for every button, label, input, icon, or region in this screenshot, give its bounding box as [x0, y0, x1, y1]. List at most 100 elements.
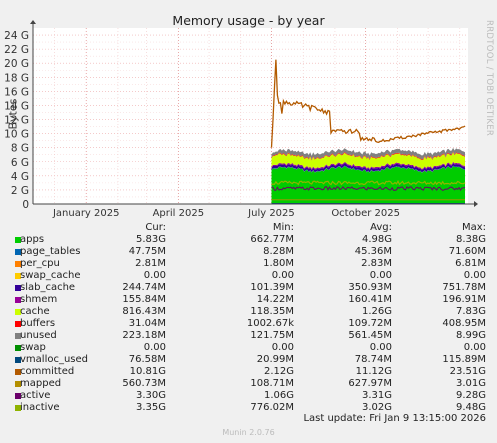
legend-cur: 816.43M: [122, 306, 166, 317]
legend-swatch: [15, 369, 21, 375]
legend-max: 71.60M: [448, 246, 486, 257]
legend-swatch: [15, 297, 21, 303]
legend-name: inactive: [20, 402, 60, 413]
legend-swatch: [15, 405, 21, 411]
legend-max: 408.95M: [442, 318, 486, 329]
legend-min: 776.02M: [250, 402, 294, 413]
legend-cur: 3.35G: [135, 402, 166, 413]
legend-cur: 223.18M: [122, 330, 166, 341]
legend-cur: 47.75M: [128, 246, 166, 257]
y-tick-labels: 0 2 G 4 G 6 G 8 G 10 G 12 G 14 G 16 G 18 G 20 G 22 …: [4, 30, 29, 211]
x-tick-label: April 2025: [153, 208, 204, 219]
legend-cur: 3.30G: [135, 390, 166, 401]
legend-avg: 0.00: [369, 342, 392, 353]
y-tick-label: 24 G: [4, 30, 29, 42]
legend-cur: 155.84M: [122, 294, 166, 305]
y-axis-arrow: [30, 20, 36, 24]
chart-title: Memory usage - by year: [172, 13, 325, 28]
legend-row: vmalloc_used 76.58M 20.99M 78.74M 115.89M: [12, 354, 492, 366]
legend-min: 8.28M: [263, 246, 294, 257]
legend-max: 6.81M: [455, 258, 486, 269]
grid-lines: [33, 28, 468, 204]
legend-row: inactive 3.35G 776.02M 3.02G 9.48G: [12, 402, 492, 414]
legend-header-max: Max:: [461, 222, 486, 233]
x-axis-arrow: [474, 201, 478, 207]
legend-name: mapped: [20, 378, 62, 389]
rrdtool-watermark: RRDTOOL / TOBI OETIKER: [484, 20, 494, 137]
legend-swatch: [15, 285, 21, 291]
y-tick-label: 0: [22, 199, 29, 211]
legend-max: 9.28G: [455, 390, 486, 401]
legend-avg: 78.74M: [354, 354, 392, 365]
legend-avg: 160.41M: [348, 294, 392, 305]
legend-row: mapped 560.73M 108.71M 627.97M 3.01G: [12, 378, 492, 390]
legend-cur: 0.00: [143, 342, 166, 353]
area-slab_cache: [271, 163, 465, 173]
legend-name: vmalloc_used: [20, 354, 89, 365]
line-committed: [270, 59, 466, 148]
legend-name: slab_cache: [20, 282, 76, 293]
memory-chart: 0 2 G 4 G 6 G 8 G 10 G 12 G 14 G 16 G 18 G 20 G 22 …: [4, 20, 478, 219]
legend-name: active: [20, 390, 51, 401]
legend-table: Cur: Min: Avg: Max: apps 5.83G 662.77M 4.98…: [12, 222, 492, 414]
x-tick-labels: January 2025 April 2025 July 2025 October 2…: [52, 208, 400, 219]
legend-name: shmem: [20, 294, 58, 305]
legend-row: committed 10.81G 2.12G 11.12G 23.51G: [12, 366, 492, 378]
legend-row: shmem 155.84M 14.22M 160.41M 196.91M: [12, 294, 492, 306]
legend-max: 7.83G: [455, 306, 486, 317]
y-tick-label: 4 G: [11, 171, 29, 183]
x-tick-label: July 2025: [247, 208, 295, 219]
legend-row: apps 5.83G 662.77M 4.98G 8.38G: [12, 234, 492, 246]
legend-min: 101.39M: [250, 282, 294, 293]
legend-avg: 2.83M: [361, 258, 392, 269]
area-shmem: [271, 161, 465, 171]
legend-row: buffers 31.04M 1002.67k 109.72M 408.95M: [12, 318, 492, 330]
legend-header-cur: Cur:: [145, 222, 166, 233]
legend-avg: 627.97M: [348, 378, 392, 389]
legend-cur: 0.00: [143, 270, 166, 281]
legend-swatch: [15, 333, 21, 339]
legend-row: swap_cache 0.00 0.00 0.00 0.00: [12, 270, 492, 282]
legend-cur: 76.58M: [128, 354, 166, 365]
legend-cur: 244.74M: [122, 282, 166, 293]
area-apps: [271, 166, 465, 204]
legend-min: 2.12G: [263, 366, 294, 377]
line-active: [271, 185, 466, 192]
munin-version: Munin 2.0.76: [222, 428, 275, 437]
legend-swatch: [15, 237, 21, 243]
legend-swatch: [15, 357, 21, 363]
legend-cur: 10.81G: [129, 366, 166, 377]
legend-row: active 3.30G 1.06G 3.31G 9.28G: [12, 390, 492, 402]
legend-name: cache: [20, 306, 50, 317]
legend-row: page_tables 47.75M 8.28M 45.36M 71.60M: [12, 246, 492, 258]
legend-cur: 2.81M: [135, 258, 166, 269]
legend-row: slab_cache 244.74M 101.39M 350.93M 751.78M: [12, 282, 492, 294]
legend-swatch: [15, 321, 21, 327]
legend-min: 121.75M: [250, 330, 294, 341]
legend-name: per_cpu: [20, 258, 60, 269]
legend-swatch: [15, 261, 21, 267]
legend-max: 23.51G: [449, 366, 486, 377]
y-tick-label: 18 G: [4, 72, 29, 84]
legend-max: 751.78M: [442, 282, 486, 293]
y-tick-label: 10 G: [4, 129, 29, 141]
legend-cur: 5.83G: [135, 234, 166, 245]
y-tick-label: 12 G: [4, 115, 29, 127]
legend-row: swap 0.00 0.00 0.00 0.00: [12, 342, 492, 354]
legend-name: page_tables: [20, 246, 81, 257]
legend-avg: 0.00: [369, 270, 392, 281]
y-tick-label: 16 G: [4, 86, 29, 98]
y-tick-label: 22 G: [4, 44, 29, 56]
legend-avg: 11.12G: [355, 366, 392, 377]
y-tick-label: 2 G: [11, 185, 29, 197]
legend-max: 0.00: [463, 270, 486, 281]
y-tick-label: 6 G: [11, 157, 29, 169]
legend-header-row: Cur: Min: Avg: Max:: [12, 222, 492, 234]
y-tick-label: 20 G: [4, 58, 29, 70]
legend-row: unused 223.18M 121.75M 561.45M 8.99G: [12, 330, 492, 342]
legend-min: 1002.67k: [246, 318, 294, 329]
legend-max: 196.91M: [442, 294, 486, 305]
legend-min: 108.71M: [250, 378, 294, 389]
legend-name: swap_cache: [20, 270, 81, 281]
legend-header-min: Min:: [272, 222, 294, 233]
